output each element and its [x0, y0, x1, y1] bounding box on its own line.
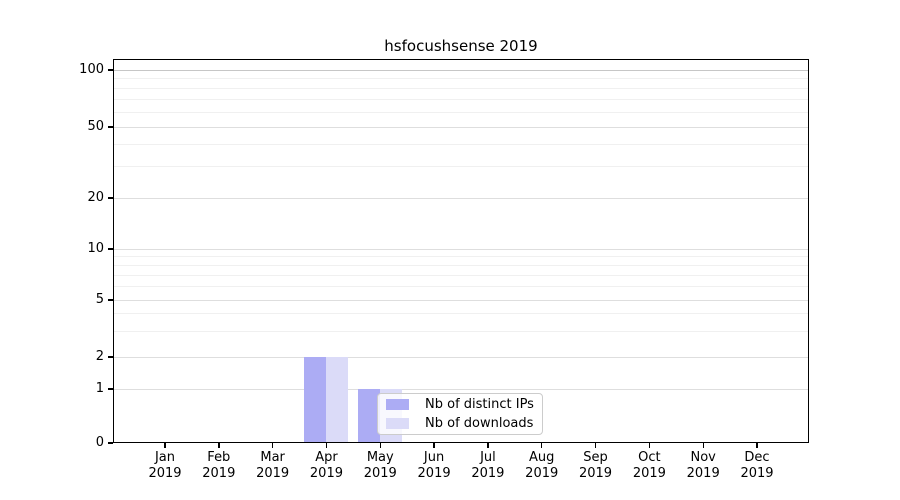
bar-downloads-apr: [326, 357, 349, 443]
x-axis-tick: [487, 443, 489, 448]
minor-gridline: [114, 143, 808, 145]
x-axis-tick: [756, 443, 758, 448]
x-axis-tick: [702, 443, 704, 448]
x-axis-tick: [433, 443, 435, 448]
x-axis-tick: [594, 443, 597, 448]
distinct-ips-swatch: [386, 399, 409, 410]
legend-label-downloads: Nb of downloads: [425, 416, 534, 431]
y-axis-tick: [108, 356, 113, 358]
major-gridline: [114, 248, 808, 250]
y-axis-tick: [108, 388, 113, 390]
x-axis-tick: [541, 443, 543, 448]
minor-gridline: [114, 286, 808, 288]
major-gridline: [114, 69, 808, 71]
minor-gridline: [114, 264, 808, 266]
y-axis-tick-label: 0: [95, 435, 104, 450]
x-axis-tick: [218, 443, 220, 448]
legend: Nb of distinct IPs Nb of downloads: [377, 393, 543, 435]
x-axis-tick-label: Nov 2019: [686, 450, 720, 481]
x-axis-tick-label: Apr 2019: [309, 450, 343, 481]
minor-gridline: [114, 98, 808, 100]
x-axis-tick-label: May 2019: [363, 450, 397, 481]
minor-gridline: [114, 274, 808, 276]
x-axis-tick-label: Jan 2019: [148, 450, 182, 481]
major-gridline: [114, 299, 808, 301]
bar-distinct-ips-apr: [304, 357, 327, 443]
legend-item-distinct-ips: Nb of distinct IPs: [386, 398, 534, 411]
y-axis-tick: [108, 197, 113, 199]
x-axis-tick: [272, 443, 274, 448]
x-axis-tick-label: Feb 2019: [202, 450, 236, 481]
y-axis-tick: [108, 299, 113, 301]
bar-distinct-ips-may: [358, 389, 381, 443]
x-axis-tick-label: Mar 2019: [256, 450, 290, 481]
legend-item-downloads: Nb of downloads: [386, 417, 534, 430]
x-axis-tick-label: Oct 2019: [632, 450, 666, 481]
x-axis-tick-label: Aug 2019: [525, 450, 559, 481]
downloads-swatch: [386, 418, 409, 429]
x-axis-tick: [379, 443, 381, 448]
y-axis-tick-label: 10: [87, 241, 104, 256]
chart-title: hsfocushsense 2019: [384, 37, 538, 55]
y-axis-tick: [108, 69, 113, 71]
minor-gridline: [114, 166, 808, 168]
minor-gridline: [114, 87, 808, 89]
minor-gridline: [114, 111, 808, 113]
major-gridline: [114, 388, 808, 390]
minor-gridline: [114, 331, 808, 333]
x-axis-tick-label: Dec 2019: [740, 450, 774, 481]
y-axis-tick: [108, 126, 113, 128]
minor-gridline: [114, 313, 808, 315]
minor-gridline: [114, 256, 808, 258]
x-axis-tick: [164, 443, 166, 448]
x-axis-tick-label: Jul 2019: [471, 450, 505, 481]
x-axis-tick: [325, 443, 328, 448]
major-gridline: [114, 197, 808, 199]
x-axis-tick-label: Sep 2019: [578, 450, 613, 481]
x-axis-tick: [648, 443, 651, 448]
y-axis-tick: [108, 248, 113, 250]
y-axis-tick-label: 50: [87, 119, 104, 134]
minor-gridline: [114, 78, 808, 80]
major-gridline: [114, 356, 808, 358]
y-axis-tick-label: 20: [87, 190, 104, 205]
plot-area-border: [113, 59, 809, 443]
y-axis-tick-label: 1: [95, 381, 104, 396]
legend-label-distinct-ips: Nb of distinct IPs: [425, 397, 534, 412]
major-gridline: [114, 126, 808, 128]
y-axis-tick-label: 5: [95, 292, 104, 307]
y-axis-tick: [108, 442, 113, 444]
x-axis-tick-label: Jun 2019: [417, 450, 451, 481]
y-axis-tick-label: 100: [79, 62, 104, 77]
y-axis-tick-label: 2: [95, 349, 104, 364]
